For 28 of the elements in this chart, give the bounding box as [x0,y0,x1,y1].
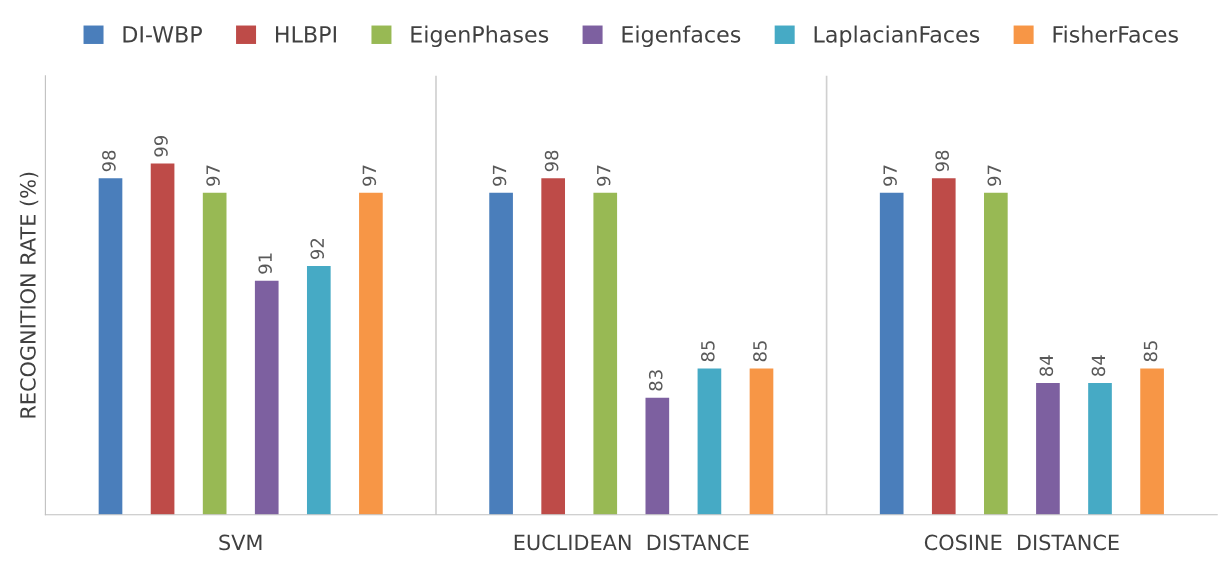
data-label: 97 [987,165,1002,186]
data-label: 85 [700,341,715,362]
legend-label: FisherFaces [1053,25,1178,43]
data-label: 83 [648,370,663,391]
data-label: 97 [596,165,611,186]
x-tick-label: SVM [219,534,262,551]
legend-label: LaplacianFaces [814,25,980,48]
legend-label: HLBPI [276,26,336,43]
data-label: 98 [102,150,116,172]
data-label: 91 [258,253,272,274]
data-label: 97 [883,165,897,186]
data-label: 85 [1143,341,1158,362]
data-label: 97 [492,165,507,186]
legend-label: EigenPhases [411,25,549,48]
data-label: 99 [154,136,168,157]
data-label: 98 [544,150,559,172]
data-label: 84 [1039,355,1054,376]
y-axis-title: RECOGNITION RATE (%) [19,172,39,418]
data-label: 98 [935,150,950,172]
data-label: 92 [310,238,325,260]
legend-label: Eigenfaces [622,25,741,48]
legend-label: DI-WBP [123,26,202,43]
x-tick-label: COSINE DISTANCE [924,534,1119,551]
data-label: 97 [362,165,377,186]
x-tick-label: EUCLIDEAN DISTANCE [514,534,749,551]
data-label: 85 [753,341,767,362]
data-label: 84 [1091,355,1106,376]
data-label: 97 [206,165,220,186]
